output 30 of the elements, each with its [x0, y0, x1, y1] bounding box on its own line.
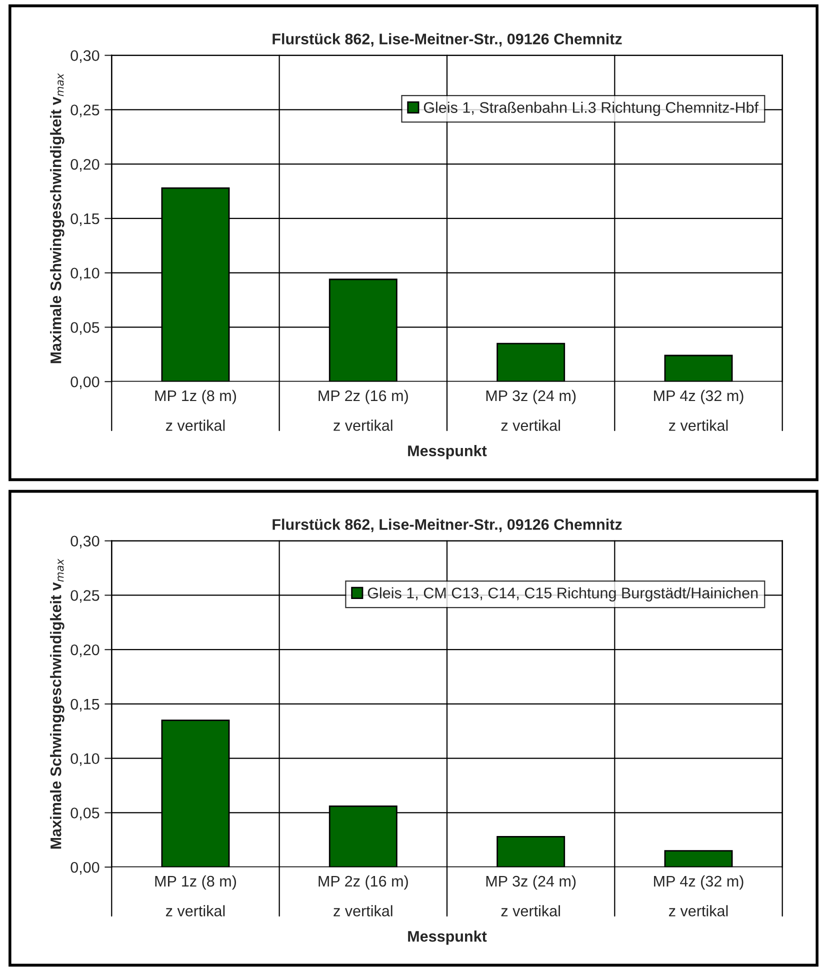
- y-axis-title: Maximale Schwinggeschwindigkeit v$_{max}$: [50, 558, 64, 849]
- x-tick-label: MP 1z (8 m) z vertikal: [155, 390, 236, 431]
- x-tick-label: MP 2z (16 m) z vertikal: [318, 875, 408, 916]
- y-tick-label: 0,10: [70, 268, 100, 280]
- y-tick-label: 0,15: [70, 698, 100, 712]
- y-tick-label: 0,05: [70, 322, 100, 335]
- y-tick-label: 0,10: [70, 753, 100, 766]
- y-tick-label: 0,20: [70, 158, 100, 172]
- x-axis-title: Messpunkt: [408, 445, 487, 460]
- y-tick-label: 0,05: [70, 808, 100, 820]
- x-axis-title: Messpunkt: [408, 930, 487, 945]
- y-tick-label: 0,25: [70, 590, 100, 603]
- y-tick-label: 0,25: [70, 104, 100, 118]
- y-tick-label: 0,30: [70, 50, 100, 63]
- chart-title: Flurstück 862, Lise-Meitner-Str., 09126 Chemnitz: [272, 33, 622, 47]
- x-tick-label: MP 4z (32 m) z vertikal: [654, 390, 744, 431]
- y-tick-label: 0,15: [70, 213, 100, 226]
- y-tick-label: 0,00: [70, 376, 100, 390]
- legend-label: Gleis 1, Straßenbahn Li.3 Richtung Chemnitz-Hbf: [424, 102, 759, 116]
- y-tick-label: 0,20: [70, 644, 100, 658]
- legend-label: Gleis 1, CM C13, C14, C15 Richtung Burgstädt/Hainichen: [368, 587, 758, 602]
- x-tick-label: MP 3z (24 m) z vertikal: [486, 875, 576, 916]
- x-tick-label: MP 2z (16 m) z vertikal: [318, 390, 408, 431]
- y-tick-label: 0,30: [70, 536, 100, 548]
- x-tick-label: MP 4z (32 m) z vertikal: [654, 875, 744, 916]
- chart-title: Flurstück 862, Lise-Meitner-Str., 09126 Chemnitz: [272, 518, 622, 532]
- y-tick-label: 0,00: [70, 862, 100, 875]
- y-axis-title: Maximale Schwinggeschwindigkeit v$_{max}$: [50, 73, 64, 364]
- x-tick-label: MP 3z (24 m) z vertikal: [486, 390, 576, 431]
- x-tick-label: MP 1z (8 m) z vertikal: [155, 875, 236, 916]
